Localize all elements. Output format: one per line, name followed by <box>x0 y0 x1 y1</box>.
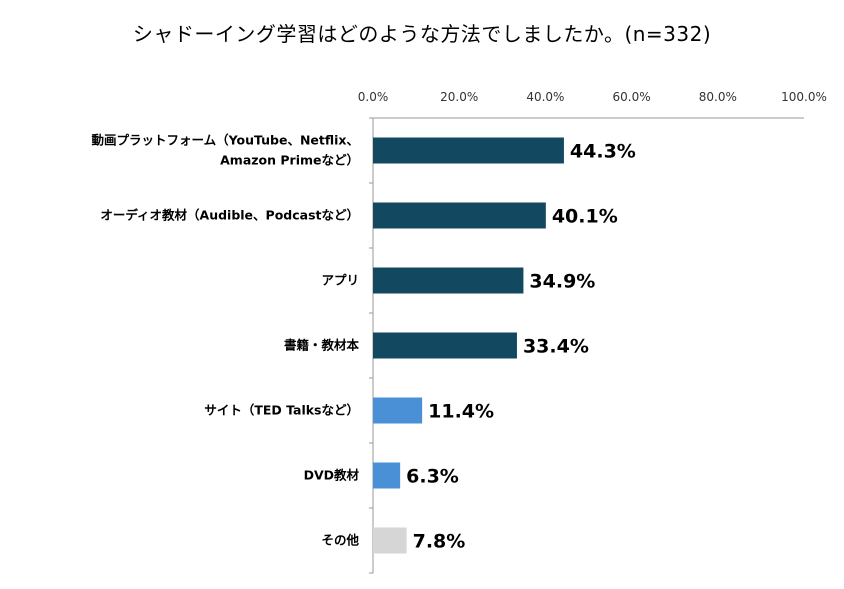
bar <box>373 137 564 164</box>
x-axis: 0.0% 20.0% 40.0% 60.0% 80.0% 100.0% <box>358 90 827 119</box>
category-label: Amazon Primeなど） <box>220 153 359 168</box>
chart-title: シャドーイング学習はどのような方法でしましたか。(n=332) <box>132 22 712 46</box>
bar <box>373 267 524 294</box>
data-label: 34.9% <box>529 271 595 293</box>
bar <box>373 202 546 229</box>
x-tick-label: 40.0% <box>526 90 564 104</box>
category-label: 動画プラットフォーム（YouTube、Netflix、 <box>91 133 359 148</box>
bar <box>373 332 517 359</box>
category-label: DVD教材 <box>304 468 360 483</box>
data-labels: 44.3% 40.1% 34.9% 33.4% 11.4% 6.3% 7.8% <box>406 141 636 553</box>
category-label: 書籍・教材本 <box>284 338 360 353</box>
data-label: 11.4% <box>428 401 494 423</box>
category-label: アプリ <box>321 273 359 288</box>
data-label: 40.1% <box>552 206 618 228</box>
y-axis <box>369 117 374 574</box>
x-tick-label: 60.0% <box>613 90 651 104</box>
x-tick-label: 20.0% <box>440 90 478 104</box>
bars <box>373 137 564 554</box>
x-tick-label: 100.0% <box>781 90 827 104</box>
category-label: オーディオ教材（Audible、Podcastなど） <box>100 208 359 223</box>
bar <box>373 527 407 554</box>
category-labels: 動画プラットフォーム（YouTube、Netflix、 Amazon Primeな… <box>91 133 359 548</box>
category-label: その他 <box>321 533 359 548</box>
category-label: サイト（TED Talksなど） <box>204 403 359 418</box>
x-tick-label: 0.0% <box>358 90 389 104</box>
x-tick-label: 80.0% <box>699 90 737 104</box>
data-label: 6.3% <box>406 466 459 488</box>
data-label: 7.8% <box>413 531 466 553</box>
bar <box>373 462 401 489</box>
data-label: 33.4% <box>523 336 589 358</box>
data-label: 44.3% <box>570 141 636 163</box>
bar <box>373 397 423 424</box>
